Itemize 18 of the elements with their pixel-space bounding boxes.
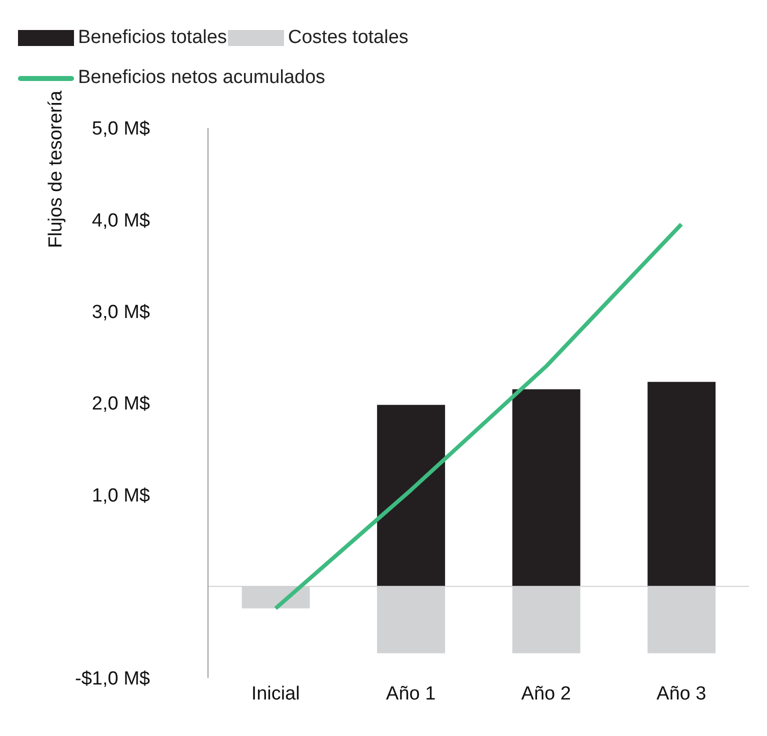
y-tick-label: 1,0 M$ (92, 485, 150, 506)
y-tick-label: 4,0 M$ (92, 210, 150, 232)
line-series (274, 222, 684, 610)
legend-label: Beneficios netos acumulados (78, 67, 326, 89)
legend-label: Beneficios totales (78, 27, 227, 49)
bar (648, 382, 716, 586)
legend-label: Costes totales (288, 27, 408, 49)
y-tick-label: 2,0 M$ (92, 394, 150, 415)
bar (377, 404, 446, 586)
x-tick-label: Año 3 (656, 683, 706, 704)
y-tick-label: 3,0 M$ (92, 302, 150, 324)
x-tick-label: Inicial (251, 683, 300, 704)
x-tick-label: Año 1 (386, 683, 436, 704)
y-tick-label: 5,0 M$ (92, 118, 150, 140)
x-tick-label: Año 2 (521, 683, 571, 704)
y-axis-title: Flujos de tesorería (45, 90, 66, 248)
y-tick-label: -$1,0 M$ (75, 668, 150, 690)
bar (512, 389, 580, 586)
